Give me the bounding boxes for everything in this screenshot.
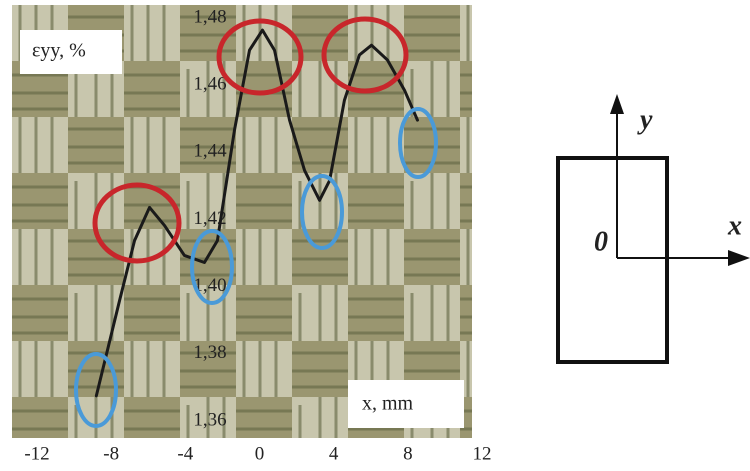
x-tick-label: 4	[329, 443, 339, 464]
page: εyy, % x, mm 1,481,461,441,421,401,381,3…	[0, 0, 750, 471]
diagram-y-label: y	[637, 104, 653, 135]
x-tick-label: -12	[24, 443, 49, 464]
y-tick-label: 1,38	[193, 342, 226, 363]
y-tick-label: 1,44	[193, 141, 227, 162]
x-tick-label: -8	[103, 443, 119, 464]
x-tick-label: 12	[473, 443, 492, 464]
x-tick-label: 0	[255, 443, 265, 464]
diagram-origin-label: 0	[594, 226, 608, 257]
y-tick-label: 1,36	[193, 409, 226, 430]
arrow-head	[610, 94, 624, 114]
y-tick-label: 1,46	[193, 74, 226, 95]
diagram-x-label: x	[727, 210, 742, 241]
specimen-rect	[558, 158, 667, 362]
x-axis-label: x, mm	[362, 393, 414, 415]
y-axis-label: εyy, %	[32, 40, 86, 62]
y-tick-label: 1,48	[193, 6, 226, 27]
arrow-head	[728, 250, 750, 266]
x-tick-label: 8	[403, 443, 413, 464]
coordinate-diagram: y x 0	[558, 94, 750, 362]
x-tick-label: -4	[177, 443, 193, 464]
